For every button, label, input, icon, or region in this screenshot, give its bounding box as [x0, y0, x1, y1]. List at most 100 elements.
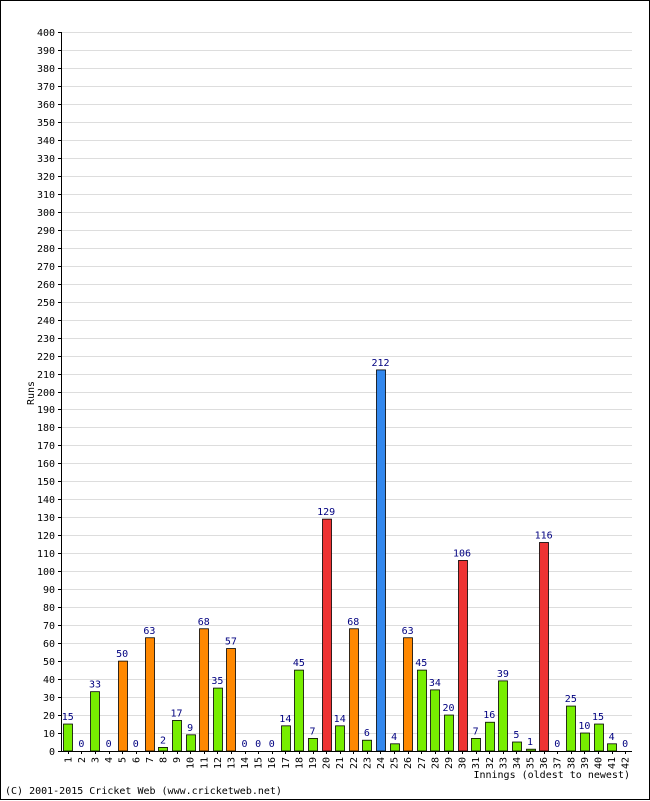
value-label: 0 — [622, 739, 628, 750]
value-label: 5 — [513, 730, 519, 741]
y-tick-label: 160 — [37, 459, 55, 470]
y-tick-label: 140 — [37, 495, 55, 506]
y-tick-label: 290 — [37, 226, 55, 237]
x-tick-label: 37 — [553, 757, 564, 769]
x-tick-label: 3 — [90, 757, 101, 763]
y-tick-label: 300 — [37, 208, 55, 219]
bar-innings-31 — [471, 738, 481, 752]
value-label: 68 — [347, 617, 359, 628]
x-axis-title: Innings (oldest to newest) — [473, 770, 630, 781]
value-label: 17 — [171, 708, 183, 719]
x-tick-label: 6 — [131, 757, 142, 763]
y-tick-label: 80 — [43, 603, 55, 614]
x-tick-label: 4 — [104, 757, 115, 763]
value-label: 0 — [242, 739, 248, 750]
bar-innings-30 — [458, 560, 468, 752]
x-tick-label: 7 — [145, 757, 156, 763]
y-tick-label: 260 — [37, 280, 55, 291]
x-tick-label: 17 — [281, 757, 292, 769]
value-label: 106 — [453, 548, 471, 559]
value-label: 20 — [442, 703, 454, 714]
bar-innings-26 — [403, 637, 413, 752]
x-tick-label: 41 — [607, 757, 618, 769]
y-tick-label: 310 — [37, 190, 55, 201]
bar-innings-5 — [118, 660, 128, 752]
y-tick-label: 190 — [37, 405, 55, 416]
value-label: 4 — [391, 732, 397, 743]
bar-innings-29 — [444, 714, 454, 752]
x-tick-label: 8 — [158, 757, 169, 763]
x-axis-ticks: 1 2 3 4 5 6 7 8 9 10 11 12 13 14 15 16 17 18 19 20 21 22 23 24 2… — [63, 751, 632, 769]
y-tick-label: 170 — [37, 441, 55, 452]
x-tick-label: 27 — [417, 757, 428, 769]
x-tick-label: 31 — [471, 757, 482, 769]
x-tick-label: 30 — [458, 757, 469, 769]
value-label: 0 — [269, 739, 275, 750]
x-tick-label: 36 — [539, 757, 550, 769]
x-tick-label: 13 — [226, 757, 237, 769]
x-tick-label: 39 — [580, 757, 591, 769]
y-tick-label: 0 — [49, 747, 55, 758]
x-tick-label: 42 — [621, 757, 632, 769]
bar-innings-24 — [376, 369, 386, 752]
y-tick-label: 10 — [43, 729, 55, 740]
x-tick-label: 11 — [199, 757, 210, 769]
bar-innings-28 — [430, 689, 440, 752]
x-tick-label: 20 — [322, 757, 333, 769]
bar-innings-11 — [199, 628, 209, 752]
value-label: 1 — [527, 737, 533, 748]
value-label: 9 — [187, 723, 193, 734]
value-label: 129 — [317, 507, 335, 518]
x-tick-label: 15 — [254, 757, 265, 769]
bar-innings-38 — [566, 705, 576, 752]
bar-innings-33 — [498, 680, 508, 752]
bar-innings-17 — [281, 725, 291, 752]
y-tick-label: 350 — [37, 118, 55, 129]
value-label: 14 — [334, 714, 346, 725]
bar-innings-7 — [145, 637, 155, 752]
y-tick-label: 250 — [37, 298, 55, 309]
value-label: 34 — [429, 678, 441, 689]
value-label: 45 — [293, 658, 305, 669]
bar-innings-13 — [226, 648, 236, 752]
value-label: 68 — [198, 617, 210, 628]
y-tick-label: 380 — [37, 64, 55, 75]
bar-innings-9 — [172, 720, 182, 752]
value-label: 6 — [364, 728, 370, 739]
value-label: 0 — [78, 739, 84, 750]
bar-innings-3 — [90, 691, 100, 752]
y-tick-label: 60 — [43, 639, 55, 650]
bar-innings-8 — [158, 747, 168, 752]
x-tick-label: 19 — [308, 757, 319, 769]
x-tick-label: 25 — [390, 757, 401, 769]
value-label: 0 — [554, 739, 560, 750]
value-label: 4 — [609, 732, 615, 743]
x-tick-label: 34 — [512, 757, 523, 769]
y-tick-label: 130 — [37, 513, 55, 524]
axes — [61, 32, 632, 752]
y-tick-label: 30 — [43, 693, 55, 704]
bar-innings-12 — [213, 687, 223, 752]
x-tick-label: 33 — [498, 757, 509, 769]
y-tick-label: 340 — [37, 136, 55, 147]
y-tick-label: 120 — [37, 531, 55, 542]
bar-innings-35 — [526, 748, 536, 752]
y-tick-label: 230 — [37, 334, 55, 345]
value-label: 16 — [483, 710, 495, 721]
value-label: 35 — [211, 676, 223, 687]
y-tick-label: 90 — [43, 585, 55, 596]
x-tick-label: 10 — [186, 757, 197, 769]
value-label: 39 — [497, 669, 509, 680]
bar-innings-25 — [390, 743, 400, 752]
y-tick-label: 110 — [37, 549, 55, 560]
value-label: 10 — [578, 721, 590, 732]
bar-innings-10 — [186, 734, 196, 752]
x-tick-label: 40 — [594, 757, 605, 769]
x-tick-label: 5 — [118, 757, 129, 763]
x-tick-label: 21 — [335, 757, 346, 769]
y-tick-label: 390 — [37, 46, 55, 57]
y-tick-label: 70 — [43, 621, 55, 632]
bar-innings-20 — [322, 518, 332, 752]
